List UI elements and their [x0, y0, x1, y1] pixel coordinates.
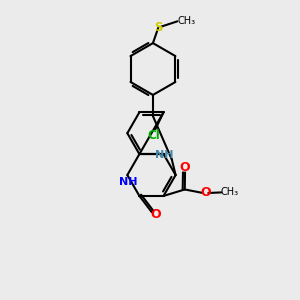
Text: S: S: [154, 21, 163, 34]
Text: Cl: Cl: [148, 129, 160, 142]
Text: NH: NH: [119, 176, 137, 187]
Text: NH: NH: [155, 150, 174, 160]
Text: CH₃: CH₃: [220, 187, 238, 197]
Text: CH₃: CH₃: [177, 16, 195, 26]
Text: O: O: [180, 161, 190, 175]
Text: O: O: [200, 187, 211, 200]
Text: O: O: [151, 208, 161, 221]
